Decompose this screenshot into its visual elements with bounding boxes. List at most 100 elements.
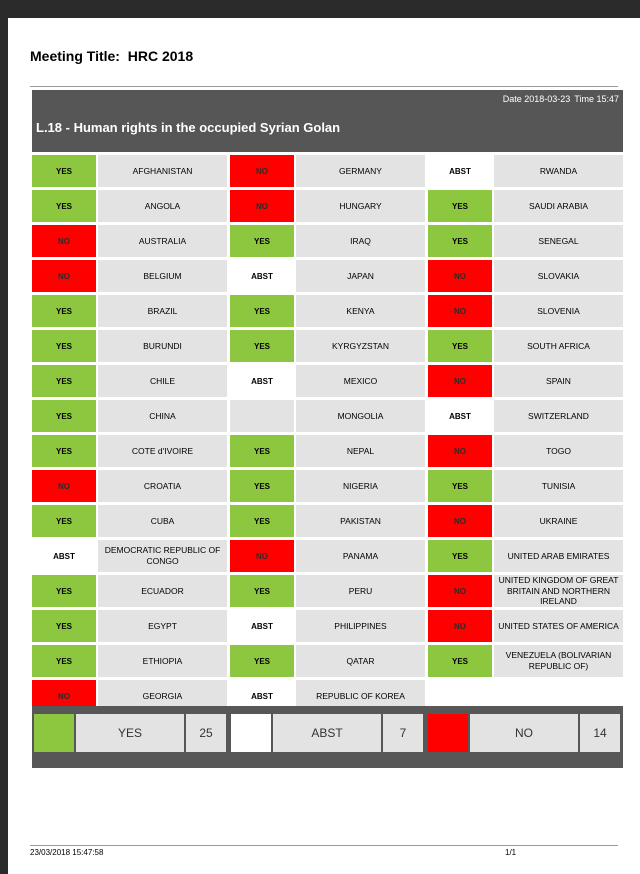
country-name: EGYPT xyxy=(98,610,227,642)
vote-badge: YES xyxy=(32,330,96,362)
country-name: JAPAN xyxy=(296,260,425,292)
country-name: BELGIUM xyxy=(98,260,227,292)
vote-badge: NO xyxy=(230,540,294,572)
vote-badge: YES xyxy=(428,330,492,362)
vote-row: NO UNITED KINGDOM OF GREAT BRITAIN AND NO… xyxy=(428,575,623,607)
footer-timestamp: 23/03/2018 15:47:58 xyxy=(30,848,104,857)
country-name: CHINA xyxy=(98,400,227,432)
vote-badge: YES xyxy=(428,540,492,572)
vote-row: YES UNITED ARAB EMIRATES xyxy=(428,540,623,572)
vote-badge: YES xyxy=(32,610,96,642)
vote-badge: YES xyxy=(32,295,96,327)
vote-row: ABST JAPAN xyxy=(230,260,425,292)
country-name: SPAIN xyxy=(494,365,623,397)
country-name: ETHIOPIA xyxy=(98,645,227,677)
vote-badge: ABST xyxy=(32,540,96,572)
vote-row: NO SPAIN xyxy=(428,365,623,397)
vote-badge: YES xyxy=(428,470,492,502)
date-time: Date 2018-03-23 Time 15:47 xyxy=(503,94,619,104)
country-name: UKRAINE xyxy=(494,505,623,537)
vote-row: ABST DEMOCRATIC REPUBLIC OF CONGO xyxy=(32,540,227,572)
vote-row: YES NIGERIA xyxy=(230,470,425,502)
country-name: KYRGYZSTAN xyxy=(296,330,425,362)
country-name: SENEGAL xyxy=(494,225,623,257)
total-yes-swatch xyxy=(34,714,74,752)
vote-column: NO GERMANY NO HUNGARY YES IRAQ ABST JAPAN YES KEN… xyxy=(230,152,425,712)
vote-row: YES EGYPT xyxy=(32,610,227,642)
vote-badge: YES xyxy=(428,225,492,257)
vote-badge: ABST xyxy=(428,400,492,432)
total-no: NO 14 xyxy=(428,714,620,752)
total-abst-count: 7 xyxy=(383,714,423,752)
meeting-title-label: Meeting Title: xyxy=(30,48,120,64)
footer-page-number: 1/1 xyxy=(505,848,517,857)
vote-row: YES COTE d'IVOIRE xyxy=(32,435,227,467)
country-name: SWITZERLAND xyxy=(494,400,623,432)
vote-badge: YES xyxy=(32,435,96,467)
vote-row: YES CHINA xyxy=(32,400,227,432)
vote-row: YES VENEZUELA (BOLIVARIAN REPUBLIC OF) xyxy=(428,645,623,677)
vote-row: YES SAUDI ARABIA xyxy=(428,190,623,222)
country-name: PAKISTAN xyxy=(296,505,425,537)
vote-badge: YES xyxy=(230,470,294,502)
country-name: GERMANY xyxy=(296,155,425,187)
vote-badge: ABST xyxy=(230,260,294,292)
total-yes: YES 25 xyxy=(34,714,226,752)
vote-row: ABST RWANDA xyxy=(428,155,623,187)
vote-badge: YES xyxy=(230,225,294,257)
meeting-title: Meeting Title: HRC 2018 xyxy=(30,48,193,64)
vote-badge: ABST xyxy=(230,610,294,642)
vote-badge: YES xyxy=(230,330,294,362)
vote-badge: YES xyxy=(32,400,96,432)
vote-totals: YES 25 ABST 7 NO 14 xyxy=(32,706,623,768)
vote-badge: NO xyxy=(428,610,492,642)
vote-row: MONGOLIA xyxy=(230,400,425,432)
vote-row: YES AFGHANISTAN xyxy=(32,155,227,187)
vote-badge: YES xyxy=(230,505,294,537)
vote-row: YES BURUNDI xyxy=(32,330,227,362)
vote-row: YES ECUADOR xyxy=(32,575,227,607)
vote-badge: YES xyxy=(32,575,96,607)
total-yes-label: YES xyxy=(76,714,184,752)
vote-row: NO TOGO xyxy=(428,435,623,467)
date-text: Date 2018-03-23 xyxy=(502,94,571,104)
vote-badge: YES xyxy=(428,645,492,677)
resolution-header: Date 2018-03-23 Time 15:47 L.18 - Human r… xyxy=(32,90,623,152)
total-abst-swatch xyxy=(231,714,271,752)
country-name: SLOVENIA xyxy=(494,295,623,327)
country-name: VENEZUELA (BOLIVARIAN REPUBLIC OF) xyxy=(494,645,623,677)
vote-badge: ABST xyxy=(230,365,294,397)
vote-row: YES PERU xyxy=(230,575,425,607)
vote-row: NO HUNGARY xyxy=(230,190,425,222)
country-name: DEMOCRATIC REPUBLIC OF CONGO xyxy=(98,540,227,572)
vote-badge: YES xyxy=(32,155,96,187)
total-no-swatch xyxy=(428,714,468,752)
vote-row: NO BELGIUM xyxy=(32,260,227,292)
time-text: Time 15:47 xyxy=(574,94,619,104)
vote-badge: NO xyxy=(32,260,96,292)
vote-row: YES ANGOLA xyxy=(32,190,227,222)
vote-row: NO SLOVENIA xyxy=(428,295,623,327)
country-name: UNITED ARAB EMIRATES xyxy=(494,540,623,572)
vote-badge: YES xyxy=(32,365,96,397)
vote-row: NO SLOVAKIA xyxy=(428,260,623,292)
vote-row: NO GERMANY xyxy=(230,155,425,187)
vote-row: ABST PHILIPPINES xyxy=(230,610,425,642)
vote-row: NO UNITED STATES OF AMERICA xyxy=(428,610,623,642)
vote-badge: YES xyxy=(32,645,96,677)
country-name: HUNGARY xyxy=(296,190,425,222)
vote-badge: ABST xyxy=(428,155,492,187)
vote-grid: YES AFGHANISTAN YES ANGOLA NO AUSTRALIA NO BELG… xyxy=(32,152,623,712)
country-name: CUBA xyxy=(98,505,227,537)
vote-row: NO PANAMA xyxy=(230,540,425,572)
top-divider xyxy=(30,86,618,87)
vote-row: ABST SWITZERLAND xyxy=(428,400,623,432)
country-name: CROATIA xyxy=(98,470,227,502)
country-name: SLOVAKIA xyxy=(494,260,623,292)
vote-badge: NO xyxy=(428,365,492,397)
country-name: KENYA xyxy=(296,295,425,327)
country-name: AFGHANISTAN xyxy=(98,155,227,187)
vote-badge: NO xyxy=(32,470,96,502)
total-abst: ABST 7 xyxy=(231,714,423,752)
vote-row: NO AUSTRALIA xyxy=(32,225,227,257)
